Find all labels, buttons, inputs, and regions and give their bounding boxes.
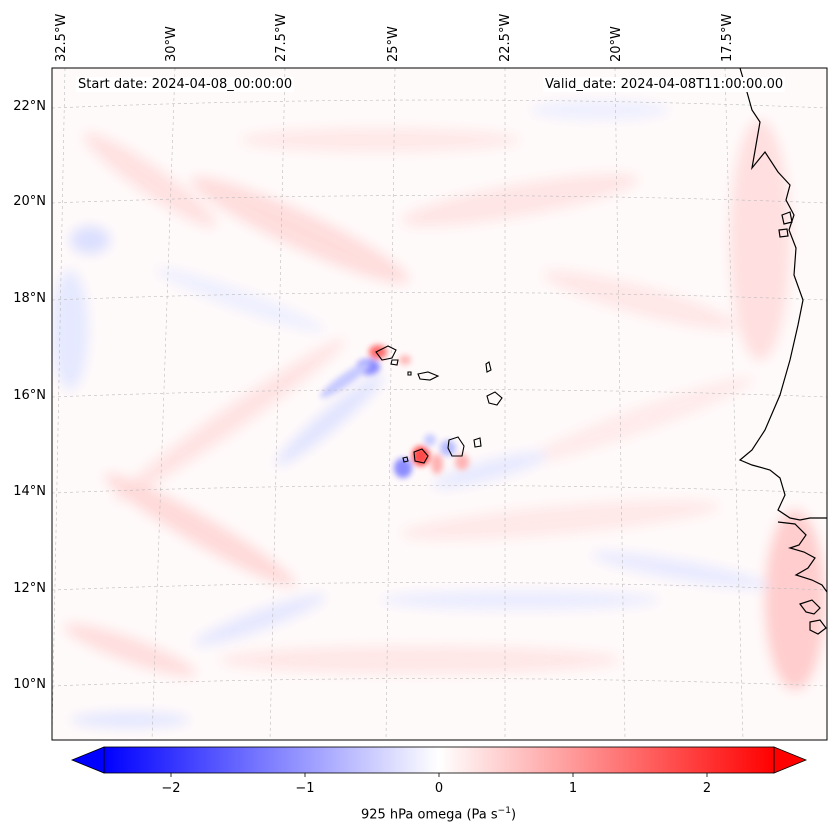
coastline [738,68,827,635]
lon-label-27-5w: 27.5°W [274,13,289,62]
start-date-label: Start date: 2024-04-08_00:00:00 [76,77,295,92]
lon-label-20w: 20°W [609,26,624,62]
cape-verde-islands [375,345,503,464]
colorbar [70,746,808,777]
lon-label-22-5w: 22.5°W [498,13,513,62]
lat-label-20n: 20°N [13,194,46,209]
map-border [51,67,828,741]
lat-label-18n: 18°N [13,291,46,306]
lat-label-12n: 12°N [13,581,46,596]
colorbar-tick-neg1: −1 [295,781,315,796]
colorbar-label: 925 hPa omega (Pa s−1) [0,806,837,822]
colorbar-max-extend [773,746,808,774]
colorbar-tick-marks [170,773,708,777]
colorbar-label-close: ) [510,807,517,823]
colorbar-tick-2: 2 [702,781,712,796]
lat-label-14n: 14°N [13,484,46,499]
lon-label-30w: 30°W [164,26,179,62]
valid-date-label: Valid_date: 2024-04-08T11:00:00.00 [543,77,786,92]
colorbar-label-text: 925 hPa omega (Pa s [360,807,498,823]
colorbar-min-extend [70,746,105,774]
lat-label-22n: 22°N [13,99,46,114]
lon-label-17-5w: 17.5°W [720,13,735,62]
omega-field [52,68,827,740]
colorbar-tick-neg2: −2 [161,781,181,796]
colorbar-tick-0: 0 [434,781,444,796]
graticule [52,68,827,740]
lat-label-10n: 10°N [13,677,46,692]
lat-label-16n: 16°N [13,388,46,403]
lon-label-32-5w: 32.5°W [54,13,69,62]
colorbar-label-exponent: −1 [497,806,511,816]
lon-label-25w: 25°W [386,26,401,62]
colorbar-tick-1: 1 [568,781,578,796]
